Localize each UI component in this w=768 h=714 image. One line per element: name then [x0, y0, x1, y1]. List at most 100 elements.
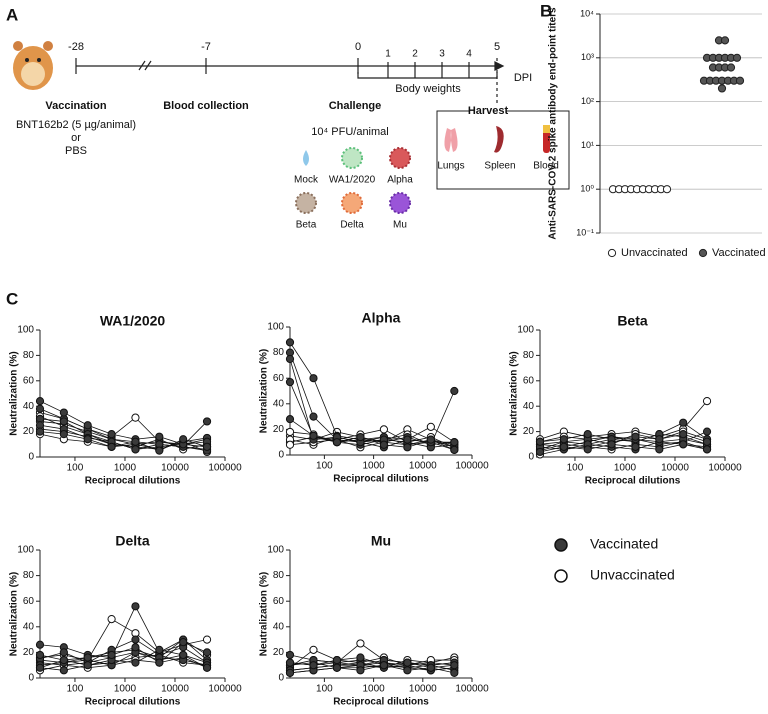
x-tick-label: 100000 [208, 684, 242, 695]
data-point [59, 648, 68, 657]
y-tick-label: 40 [23, 621, 35, 632]
data-point [35, 640, 45, 649]
spleen-icon [494, 126, 504, 153]
data-point [35, 397, 45, 406]
data-point [679, 430, 688, 439]
data-point [83, 421, 92, 430]
data-point [179, 650, 188, 660]
data-point [35, 427, 45, 436]
data-point [732, 53, 742, 62]
data-point [285, 650, 295, 660]
virus-icon [389, 147, 411, 169]
data-point [450, 438, 459, 447]
chart-title: Mu [371, 533, 391, 549]
data-point [83, 653, 92, 662]
data-point [655, 435, 664, 444]
y-tick-label: 100 [17, 325, 34, 336]
timeline-unit: DPI [514, 72, 532, 84]
data-point [285, 338, 295, 347]
timeline-label: -7 [201, 41, 211, 53]
hamster-icon [13, 41, 53, 90]
data-point [202, 635, 212, 644]
data-point [735, 76, 745, 85]
stage-text: PBS [65, 145, 87, 157]
y-tick-label: 0 [278, 450, 284, 461]
chart-title: WA1/2020 [100, 313, 166, 329]
data-point [309, 661, 318, 670]
x-tick-label: 1000 [114, 684, 137, 695]
legend-marker [554, 538, 568, 552]
timeline-label: 5 [494, 41, 500, 53]
bracket-label: Body weights [395, 83, 461, 95]
data-point [379, 425, 389, 434]
data-point [403, 666, 412, 675]
data-point [535, 447, 545, 457]
y-tick-label: 100 [267, 322, 284, 333]
y-tick-label: 10⁴ [580, 8, 594, 18]
y-tick-label: 100 [267, 545, 284, 556]
lungs-icon [444, 128, 458, 152]
x-tick-label: 100000 [708, 463, 742, 474]
data-point [285, 668, 295, 677]
data-point [83, 435, 92, 444]
legend-marker [698, 248, 708, 258]
virus-icon [295, 192, 317, 214]
data-point [332, 663, 342, 672]
y-tick-label: 0 [28, 673, 34, 684]
data-point [179, 435, 188, 444]
data-point [702, 427, 712, 436]
organ-label: Lungs [437, 161, 464, 172]
x-tick-label: 10000 [161, 463, 189, 474]
data-point [631, 432, 640, 441]
x-tick-label: 10000 [409, 684, 437, 695]
stage-text: or [71, 132, 81, 144]
hamster-ear [13, 41, 23, 51]
virus-icon [341, 147, 363, 169]
timeline-label: 0 [355, 41, 361, 53]
virus-label: Alpha [387, 175, 413, 186]
data-point [631, 442, 640, 451]
virus-label: Delta [340, 220, 364, 231]
blood-icon-cap [543, 125, 550, 133]
data-point [202, 648, 212, 657]
y-axis-label: Anti-SARS-COV-2 spike antibody end-point… [548, 7, 559, 240]
x-tick-label: 100000 [208, 463, 242, 474]
data-point [59, 655, 68, 665]
stage-title: Blood collection [163, 100, 249, 112]
y-tick-label: 20 [523, 426, 535, 437]
x-tick-label: 1000 [362, 461, 385, 472]
data-point [202, 663, 212, 672]
y-tick-label: 80 [23, 570, 35, 581]
y-tick-label: 0 [28, 452, 34, 463]
timeline-break [138, 60, 146, 71]
stage-title: Vaccination [45, 100, 106, 112]
body-weight-bracket [357, 72, 498, 79]
data-line [39, 400, 208, 445]
y-axis-label: Neutralization (%) [259, 572, 270, 656]
data-point [702, 437, 712, 446]
x-tick-label: 100 [316, 684, 333, 695]
x-tick-label: 100 [67, 463, 84, 474]
y-tick-label: 0 [278, 673, 284, 684]
y-axis-label: Neutralization (%) [509, 351, 520, 435]
data-point [285, 377, 295, 387]
data-point [559, 442, 568, 451]
data-point [285, 658, 295, 667]
x-tick-label: 10000 [161, 684, 189, 695]
timeline-break [144, 60, 152, 71]
organ-label: Spleen [484, 161, 515, 172]
y-tick-label: 80 [23, 350, 35, 361]
y-axis-label: Neutralization (%) [9, 572, 20, 656]
data-point [285, 440, 295, 449]
virus-label: WA1/2020 [329, 175, 376, 186]
data-point [59, 430, 68, 439]
timeline [75, 58, 505, 110]
hamster-eye [25, 58, 29, 62]
harvest-title-bg [470, 106, 506, 116]
data-point [131, 643, 140, 652]
data-point [309, 645, 318, 654]
data-point [155, 432, 164, 441]
x-tick-label: 1000 [614, 463, 637, 474]
data-point [332, 438, 342, 447]
